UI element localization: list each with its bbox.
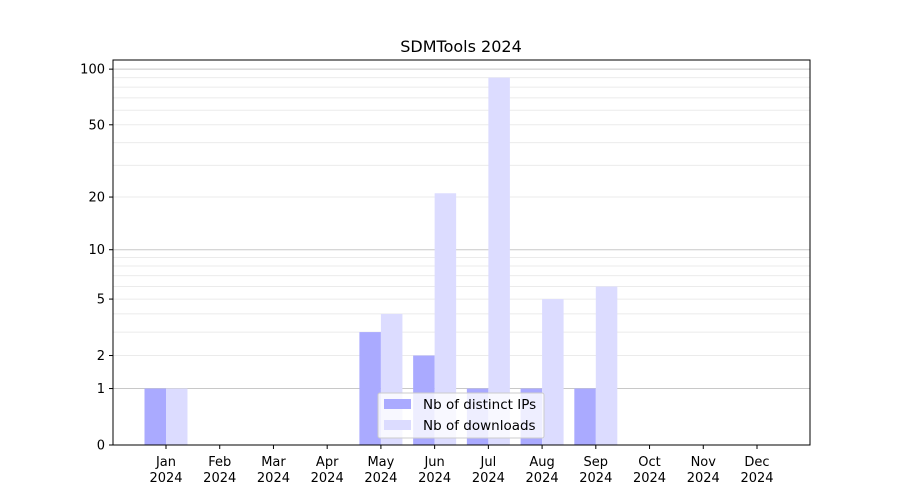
x-tick-label: Jul 2024 xyxy=(472,455,505,486)
bar-ips xyxy=(359,332,381,445)
bar-ips xyxy=(574,388,596,445)
bar-ips xyxy=(144,388,166,445)
x-tick-label: Dec 2024 xyxy=(740,455,773,486)
bar-downloads xyxy=(434,193,457,445)
x-tick-label: Sep 2024 xyxy=(579,455,612,486)
y-tick-label: 0 xyxy=(97,439,105,454)
chart-title: SDMTools 2024 xyxy=(400,37,522,56)
x-tick-label: May 2024 xyxy=(364,455,397,486)
bar-downloads xyxy=(488,77,510,446)
y-tick-label: 100 xyxy=(80,63,105,78)
x-tick-label: Aug 2024 xyxy=(526,455,559,486)
x-tick-label: Apr 2024 xyxy=(311,455,344,486)
y-tick-label: 20 xyxy=(88,191,105,206)
legend-label-ips: Nb of distinct IPs xyxy=(423,397,536,413)
legend-swatch-ips xyxy=(384,399,411,409)
x-tick-label: Feb 2024 xyxy=(203,455,236,486)
y-tick-label: 1 xyxy=(97,382,105,397)
legend-label-downloads: Nb of downloads xyxy=(423,418,536,434)
legend-box xyxy=(377,392,545,439)
y-tick-label: 2 xyxy=(97,349,105,364)
x-axis: Jan 2024 Feb 2024 Mar 2024 Apr 2024 May 2024 Jun 20… xyxy=(149,445,774,486)
bars xyxy=(144,77,618,446)
x-tick-label: Jan 2024 xyxy=(149,455,182,486)
x-tick-label: Mar 2024 xyxy=(257,455,290,486)
legend: Nb of distinct IPs Nb of downloads xyxy=(377,392,545,439)
y-tick-label: 50 xyxy=(88,118,105,133)
y-axis: 0 1 2 5 10 20 50 100 xyxy=(80,63,113,454)
y-tick-label: 10 xyxy=(88,243,105,258)
grid xyxy=(113,68,810,390)
x-tick-label: Nov 2024 xyxy=(687,455,720,486)
x-tick-label: Jun 2024 xyxy=(418,455,451,486)
bar-downloads xyxy=(595,286,618,445)
bar-downloads xyxy=(166,388,188,445)
legend-swatch-downloads xyxy=(384,420,411,430)
plot-frame xyxy=(112,59,811,446)
x-tick-label: Oct 2024 xyxy=(633,455,666,486)
bar-downloads xyxy=(542,299,564,445)
y-tick-label: 5 xyxy=(97,293,105,308)
